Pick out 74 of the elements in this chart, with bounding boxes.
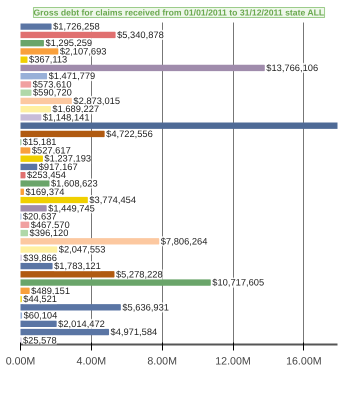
data-label: $15,181 bbox=[22, 137, 57, 148]
x-tick-label: 16.00M bbox=[286, 356, 322, 368]
bar bbox=[20, 288, 30, 294]
data-label: $467,570 bbox=[30, 220, 70, 230]
bar bbox=[20, 23, 52, 30]
data-label: $367,113 bbox=[29, 54, 68, 65]
bar bbox=[20, 304, 121, 311]
x-tick-label: 4.00M bbox=[76, 356, 106, 368]
bar bbox=[20, 64, 265, 72]
data-label: $590,720 bbox=[32, 88, 72, 98]
bar bbox=[20, 72, 48, 80]
data-label: $20,637 bbox=[22, 212, 57, 222]
data-label: $2,014,472 bbox=[58, 318, 105, 329]
data-label: $1,449,745 bbox=[48, 203, 95, 214]
data-label: $44,521 bbox=[23, 294, 58, 304]
bar bbox=[20, 172, 26, 178]
data-label: $573,610 bbox=[32, 79, 72, 90]
data-label: $5,278,228 bbox=[116, 269, 163, 280]
bar bbox=[20, 262, 53, 270]
data-label: $5,340,878 bbox=[117, 30, 164, 40]
data-label: $1,148,141 bbox=[42, 112, 90, 122]
data-label: $253,454 bbox=[26, 170, 66, 180]
x-tick-label: 0.00M bbox=[6, 356, 36, 368]
data-label: $169,374 bbox=[26, 186, 64, 197]
bar bbox=[20, 156, 43, 162]
bar bbox=[20, 48, 58, 55]
bar bbox=[20, 32, 116, 38]
x-tick-label: 12.00M bbox=[215, 356, 251, 368]
data-label: $1,471,779 bbox=[48, 71, 96, 82]
bar bbox=[20, 122, 338, 129]
data-label: $1,295,259 bbox=[45, 38, 92, 48]
bar bbox=[20, 196, 88, 204]
bar bbox=[20, 222, 30, 228]
data-label: $1,689,227 bbox=[52, 104, 100, 114]
data-label: $10,717,605 bbox=[212, 278, 264, 288]
data-label: $13,766,106 bbox=[266, 62, 318, 73]
data-label: $60,104 bbox=[24, 310, 58, 321]
bar bbox=[20, 56, 28, 63]
bar bbox=[20, 130, 105, 138]
data-label: $4,722,556 bbox=[106, 128, 153, 139]
data-label: $39,866 bbox=[23, 252, 57, 263]
data-label: $1,608,623 bbox=[50, 178, 98, 188]
data-label: $1,783,121 bbox=[54, 261, 101, 272]
data-label: $25,578 bbox=[22, 335, 57, 346]
bar bbox=[20, 279, 211, 286]
data-label: $2,047,553 bbox=[58, 244, 106, 255]
bar bbox=[20, 98, 72, 104]
x-tick-label: 8.00M bbox=[147, 356, 177, 368]
data-label: $1,237,193 bbox=[44, 154, 92, 164]
bar bbox=[20, 81, 32, 88]
bar bbox=[20, 230, 28, 236]
data-label: $3,774,454 bbox=[89, 195, 136, 206]
bar bbox=[20, 114, 42, 121]
data-label: $396,120 bbox=[30, 228, 68, 238]
data-label: $4,971,584 bbox=[110, 327, 158, 338]
bar bbox=[20, 40, 44, 46]
data-label: $7,806,264 bbox=[160, 236, 208, 246]
bar bbox=[20, 271, 114, 278]
bar bbox=[20, 320, 57, 328]
data-label: $527,617 bbox=[32, 145, 71, 156]
data-label: $1,726,258 bbox=[53, 22, 100, 32]
data-label: $5,636,931 bbox=[122, 302, 170, 312]
bar bbox=[20, 205, 47, 212]
bar bbox=[20, 106, 51, 112]
data-label: $2,107,693 bbox=[60, 46, 107, 56]
data-label: $917,167 bbox=[38, 162, 78, 172]
bar bbox=[20, 89, 32, 96]
bar bbox=[20, 328, 110, 336]
bar bbox=[20, 147, 30, 154]
bar bbox=[20, 238, 160, 244]
data-label: $489,151 bbox=[31, 286, 70, 296]
bar bbox=[20, 188, 24, 195]
bar bbox=[20, 246, 58, 253]
data-label: $2,873,015 bbox=[73, 96, 120, 106]
